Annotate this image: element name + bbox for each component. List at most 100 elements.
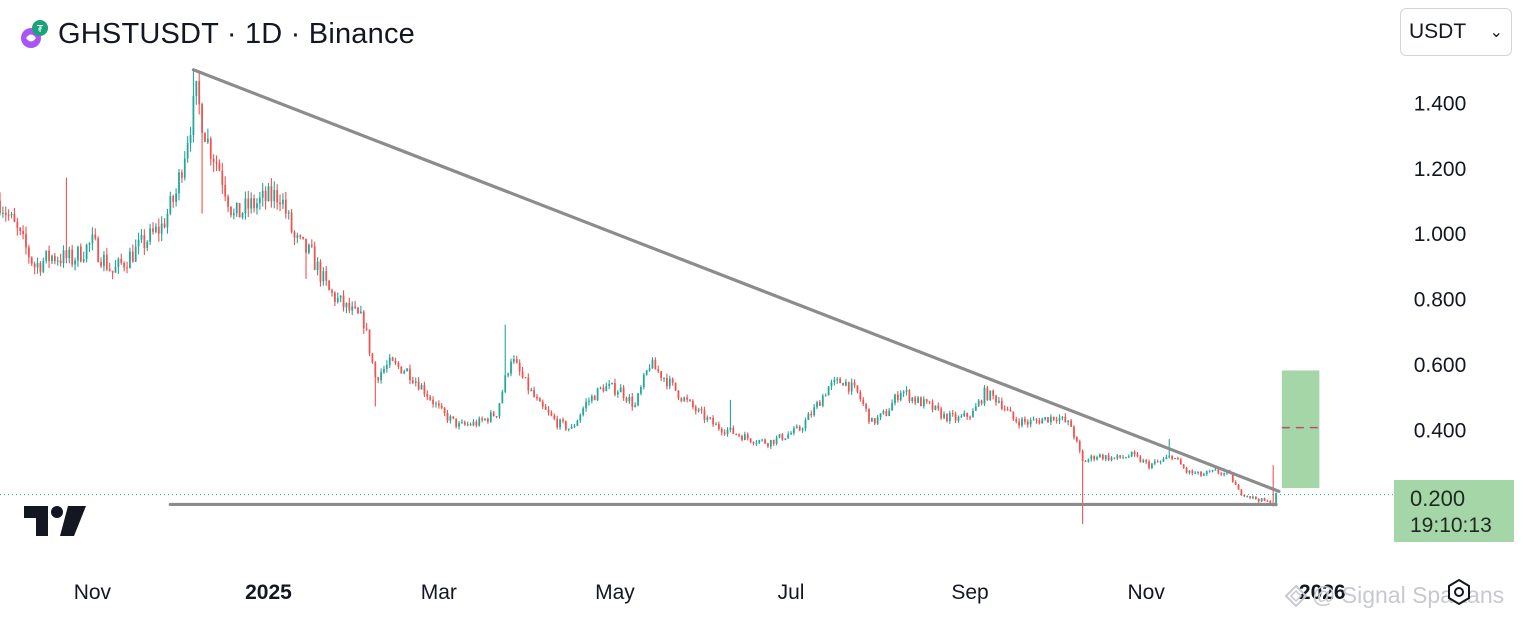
candle	[157, 218, 160, 242]
candle	[1119, 455, 1122, 459]
candle	[1191, 469, 1194, 476]
candle	[683, 396, 686, 402]
candle	[391, 356, 394, 362]
candle	[637, 392, 639, 407]
candle	[1272, 465, 1275, 507]
x-tick-label: May	[595, 581, 635, 604]
candle	[899, 390, 902, 402]
candle	[435, 401, 437, 408]
candle	[668, 375, 671, 390]
x-tick-label: 2026	[1299, 581, 1346, 604]
candle	[345, 302, 348, 314]
candle	[417, 377, 420, 391]
currency-select[interactable]: USDT ⌄	[1400, 8, 1512, 56]
currency-select-value: USDT	[1409, 20, 1467, 43]
candle	[816, 400, 818, 410]
candle	[772, 439, 775, 446]
candle	[1093, 455, 1096, 462]
watermark: @ Signal Spartans	[1284, 582, 1504, 609]
candle	[336, 292, 339, 304]
candle	[804, 417, 807, 432]
candle	[411, 376, 414, 385]
candle	[1252, 495, 1254, 500]
candle	[553, 413, 556, 421]
candle	[847, 381, 850, 395]
candle	[1142, 458, 1145, 463]
candle	[256, 198, 258, 215]
candle	[284, 191, 287, 219]
candle	[530, 387, 533, 392]
candle	[813, 404, 816, 417]
candle	[850, 378, 853, 395]
candle	[914, 395, 917, 406]
candle	[579, 413, 582, 423]
tradingview-logo[interactable]	[24, 504, 88, 538]
candle	[1263, 497, 1266, 502]
candle	[767, 442, 769, 449]
candle	[1044, 416, 1046, 421]
candle	[1029, 417, 1032, 428]
candle	[1185, 466, 1188, 474]
candle	[1125, 456, 1127, 459]
candle	[455, 418, 458, 429]
candle	[940, 406, 943, 420]
candle	[836, 376, 839, 384]
candle	[1021, 416, 1023, 428]
descending-trendline[interactable]	[191, 68, 1281, 493]
candle	[518, 359, 521, 376]
candle	[71, 245, 74, 268]
candle	[463, 420, 466, 426]
candle	[39, 261, 42, 276]
candle	[452, 416, 455, 420]
candle	[856, 385, 859, 394]
candle	[206, 128, 209, 145]
candle	[77, 245, 79, 267]
candle	[319, 259, 322, 287]
candle	[821, 393, 824, 408]
candle	[735, 433, 738, 436]
candle	[469, 422, 472, 427]
candle	[865, 402, 868, 412]
candle	[550, 410, 553, 417]
candle	[123, 261, 126, 272]
chart-settings-icon[interactable]	[1445, 578, 1473, 606]
candle	[489, 410, 492, 423]
candle	[573, 423, 576, 429]
candle	[149, 223, 152, 245]
target-zone[interactable]	[1281, 370, 1320, 489]
candle	[902, 390, 905, 398]
candle	[576, 419, 579, 427]
candle	[501, 389, 504, 404]
candle	[1107, 452, 1110, 462]
candle	[743, 431, 746, 441]
candle	[1003, 405, 1006, 412]
candle	[1, 206, 4, 218]
candle	[642, 372, 645, 390]
candle	[62, 245, 65, 268]
candle	[232, 208, 235, 220]
candle	[879, 413, 882, 421]
candle	[1127, 454, 1130, 459]
candle	[1223, 472, 1225, 477]
candle	[527, 373, 530, 395]
candle	[27, 244, 30, 264]
candle	[946, 413, 948, 423]
candle	[564, 420, 567, 431]
candle	[931, 399, 934, 413]
candle	[25, 226, 27, 255]
candle	[273, 181, 276, 209]
candle	[1073, 425, 1075, 440]
candle	[504, 324, 507, 394]
candle	[769, 439, 772, 450]
candle	[348, 297, 351, 314]
candle	[100, 257, 102, 268]
candle	[1122, 454, 1124, 459]
candle	[117, 257, 120, 275]
candle	[533, 386, 535, 398]
candle	[614, 378, 616, 397]
candle	[801, 427, 804, 433]
candle	[1197, 471, 1200, 475]
candle	[873, 417, 876, 426]
